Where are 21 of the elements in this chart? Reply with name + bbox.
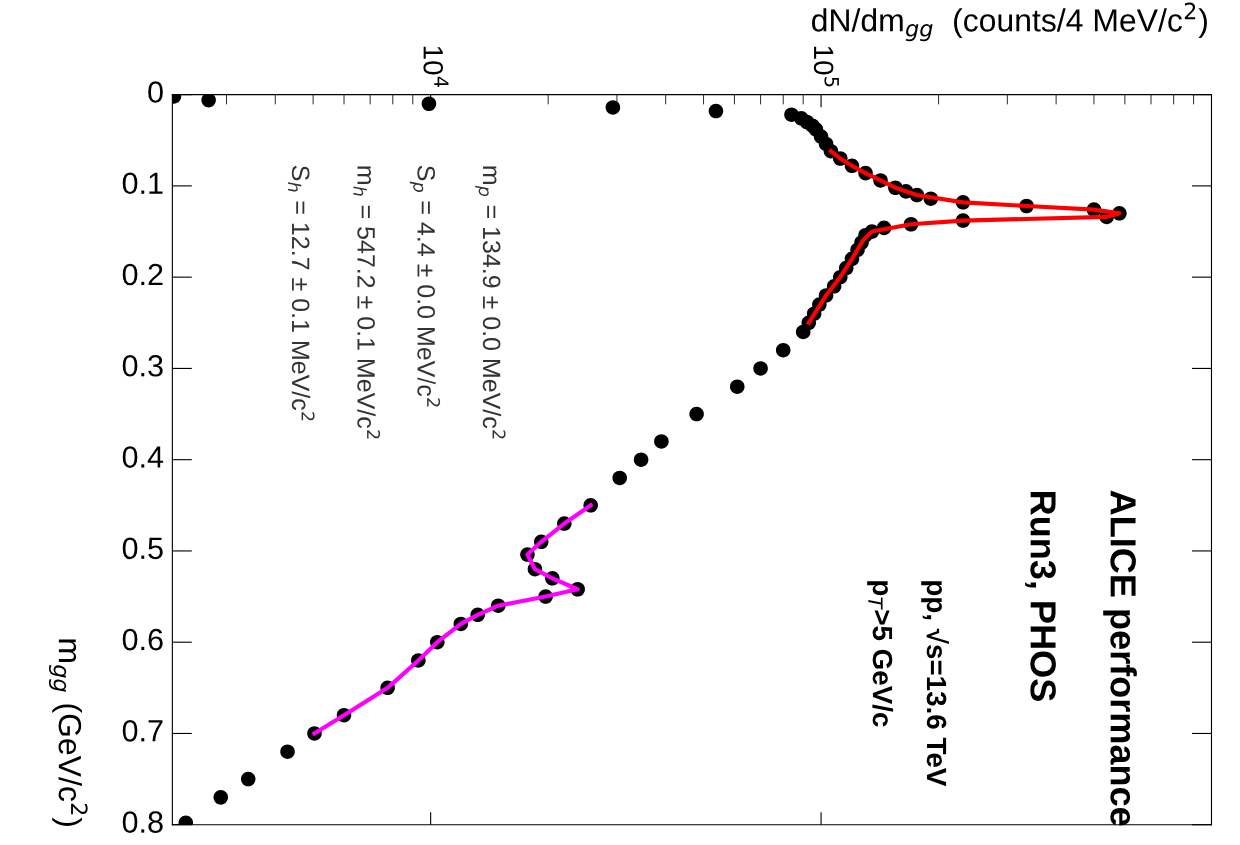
- annotation: Run3, PHOS: [1025, 492, 1056, 701]
- annotation: S$_{h}$ = 12.7 ± 0.1 MeV/c$^{2}$: [287, 165, 315, 421]
- y-tick-label: 0.1: [122, 172, 163, 195]
- x-tick-label: 10$^{5}$: [813, 46, 839, 87]
- annotation: ALICE performance: [1103, 490, 1137, 826]
- annotation: m$_{h}$ = 547.2 ± 0.1 MeV/c$^{2}$: [353, 166, 381, 439]
- y-tick-label: 0.4: [122, 446, 164, 468]
- y-tick-label: 0.6: [122, 628, 163, 651]
- annotation: pp, √s=13.6 TeV: [921, 581, 949, 787]
- y-tick-label: 0.8: [122, 811, 163, 833]
- annotation: p$_{T}$>5 GeV/c: [867, 581, 894, 727]
- x-axis-title: dN/dm$_{gg}$ (counts/4 MeV/c$^{2}$): [812, 2, 1207, 42]
- y-tick-label: 0: [148, 81, 163, 103]
- y-tick-label: 0.2: [122, 263, 163, 286]
- y-tick-label: 0.3: [122, 354, 163, 377]
- annotation: S$_{p}$ = 4.4 ± 0.0 MeV/c$^{2}$: [409, 165, 441, 407]
- annotation: m$_{p}$ = 134.9 ± 0.0 MeV/c$^{2}$: [475, 166, 506, 439]
- y-tick-label: 0.7: [122, 720, 163, 742]
- y-axis-title: m$_{gg}$ (GeV/c$^{2}$): [48, 639, 88, 826]
- x-tick-label: 10$^{4}$: [423, 46, 449, 88]
- y-tick-label: 0.5: [122, 537, 163, 560]
